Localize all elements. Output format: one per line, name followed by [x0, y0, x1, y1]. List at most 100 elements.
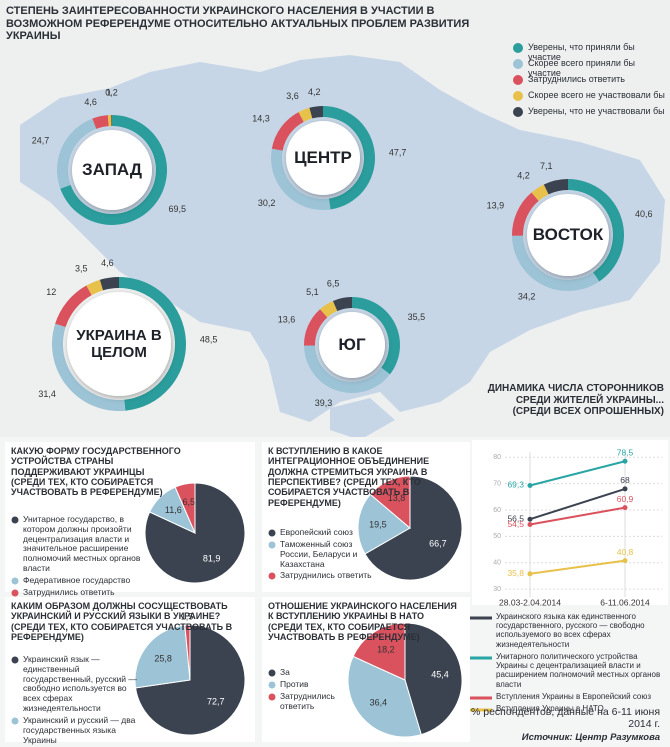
point	[622, 505, 628, 511]
pie-title: КАКИМ ОБРАЗОМ ДОЛЖНЫ СОСУЩЕСТВОВАТЬ УКРА…	[11, 601, 233, 643]
pie-slice	[369, 475, 411, 530]
pie-slice	[174, 482, 196, 534]
value-label: 24,7	[32, 136, 50, 146]
donut-segment	[92, 115, 109, 129]
point	[527, 522, 533, 527]
legend-label: Унитарного политического устройства Укра…	[496, 652, 661, 689]
legend-swatch	[11, 516, 19, 524]
value-label: 4,6	[101, 258, 114, 268]
legend-label: За	[280, 667, 290, 677]
donut-segment	[320, 300, 338, 318]
legend-swatch	[11, 717, 19, 725]
y-tick-label: 30	[493, 586, 501, 593]
value-label: 35,8	[507, 568, 524, 578]
legend-swatch	[11, 656, 19, 664]
value-label: 4,2	[517, 171, 530, 181]
region-title: УКРАИНА В ЦЕЛОМ	[76, 326, 162, 361]
point	[622, 486, 628, 492]
legend-label: Уверены, что не участвовали бы	[528, 106, 665, 116]
pie-slice	[404, 622, 463, 736]
region-title: ЦЕНТР	[294, 148, 352, 168]
value-label: 6,5	[327, 279, 340, 289]
value-label: 48,5	[200, 335, 218, 345]
donut-center	[319, 312, 385, 378]
value-label: 13,6	[278, 314, 296, 324]
donut-segment	[107, 115, 112, 127]
legend-label: Затруднились ответить	[23, 587, 115, 597]
point	[527, 571, 533, 577]
y-tick-label: 50	[493, 533, 501, 540]
legend-swatch	[513, 107, 523, 117]
pie-title: ОТНОШЕНИЕ УКРАИНСКОГО НАСЕЛЕНИЯ К ВСТУПЛ…	[268, 601, 457, 643]
legend-label: Украинский язык — единственный государст…	[23, 654, 137, 713]
region-title: ЮГ	[338, 335, 366, 355]
donut-segment	[298, 107, 313, 122]
donut-center	[72, 130, 152, 210]
legend-label: Украинский и русский — два государственн…	[23, 715, 136, 745]
value-label: 13,8	[388, 493, 406, 503]
legend-label: Унитарное государство, в котором должны …	[23, 514, 141, 573]
value-label: 54,5	[507, 519, 524, 529]
legend-label: Затруднились ответить	[528, 74, 625, 84]
donut-segment	[352, 297, 400, 375]
donut-segment	[119, 277, 186, 411]
region-title: ВОСТОК	[532, 225, 604, 245]
legend-label: Вступления Украины в НАТО	[496, 704, 604, 713]
x-tick-label: 6-11.06.2014	[600, 597, 650, 607]
value-label: 47,7	[389, 148, 407, 158]
legend-swatch	[513, 59, 523, 69]
donut-segment	[332, 297, 352, 312]
donut-center	[67, 292, 171, 396]
legend-swatch	[513, 91, 523, 101]
legend-label: Скорее всего приняли бы участие	[528, 58, 635, 79]
value-label: 4,2	[308, 87, 321, 97]
legend-label: Против	[280, 679, 309, 689]
donut-center	[286, 121, 360, 195]
legend-label: Затруднились ответить	[280, 691, 335, 711]
value-label: 4,6	[84, 97, 97, 107]
legend-swatch	[268, 669, 276, 677]
legend-label: Вступления Украины в Европейский союз	[496, 692, 652, 701]
pie-slice	[357, 493, 411, 555]
donut-segment	[86, 279, 104, 296]
series-line	[529, 559, 626, 575]
legend-label: Скорее всего не участвовали бы	[528, 90, 665, 100]
x-tick-label: 28.03-2.04.2014	[499, 597, 561, 607]
donut-segment	[99, 277, 119, 291]
value-label: 7,1	[540, 161, 553, 171]
value-label: 13,9	[487, 201, 505, 211]
value-label: 69,5	[168, 204, 186, 214]
value-label: 6,5	[182, 497, 195, 507]
value-label: 1,5	[181, 611, 194, 621]
y-tick-label: 70	[493, 480, 501, 487]
value-label: 19,5	[369, 519, 387, 529]
legend-label: Европейский союз	[280, 527, 353, 537]
legend-label: Украинского языка как единственного госу…	[496, 612, 645, 649]
series-line	[529, 506, 626, 526]
title: СТЕПЕНЬ ЗАИНТЕРЕСОВАННОСТИ УКРАИНСКОГО Н…	[6, 5, 470, 43]
footnote: % респондентов, данные на 6-11 июня 2014…	[470, 706, 660, 731]
value-label: 40,8	[617, 547, 634, 557]
donut-segment	[56, 118, 97, 189]
value-label: 12	[46, 287, 56, 297]
value-label: 34,2	[518, 291, 536, 301]
pie-title: КАКУЮ ФОРМУ ГОСУДАРСТВЕННОГО УСТРОЙСТВА …	[11, 446, 181, 498]
value-label: 66,7	[429, 539, 447, 549]
value-label: 1	[106, 87, 111, 97]
pie-slice	[352, 622, 406, 681]
line-panel	[472, 440, 668, 605]
value-label: 45,4	[431, 669, 449, 679]
donut-center	[527, 194, 609, 276]
donut-segment	[512, 235, 600, 292]
legend-swatch	[11, 577, 19, 585]
point	[527, 516, 533, 522]
donut-segment	[55, 285, 92, 328]
value-label: 18,2	[377, 645, 395, 655]
donut-segment	[323, 106, 376, 210]
legend-swatch	[513, 43, 523, 53]
donut-segment	[511, 192, 539, 236]
value-label: 3,6	[286, 91, 299, 101]
region-title: ЗАПАД	[82, 160, 142, 180]
y-tick-label: 60	[493, 507, 501, 514]
